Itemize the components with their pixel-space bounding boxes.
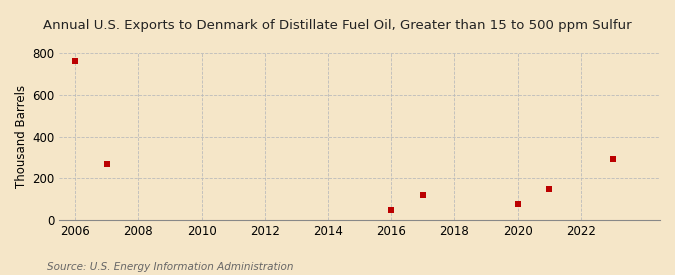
Point [608, 156, 618, 161]
Point [512, 202, 523, 207]
Text: Annual U.S. Exports to Denmark of Distillate Fuel Oil, Greater than 15 to 500 pp: Annual U.S. Exports to Denmark of Distil… [43, 19, 632, 32]
Point [101, 161, 112, 166]
Y-axis label: Thousand Barrels: Thousand Barrels [15, 85, 28, 188]
Point [70, 59, 80, 63]
Point [386, 208, 397, 212]
Point [544, 187, 555, 191]
Text: Source: U.S. Energy Information Administration: Source: U.S. Energy Information Administ… [47, 262, 294, 272]
Point [417, 193, 428, 197]
